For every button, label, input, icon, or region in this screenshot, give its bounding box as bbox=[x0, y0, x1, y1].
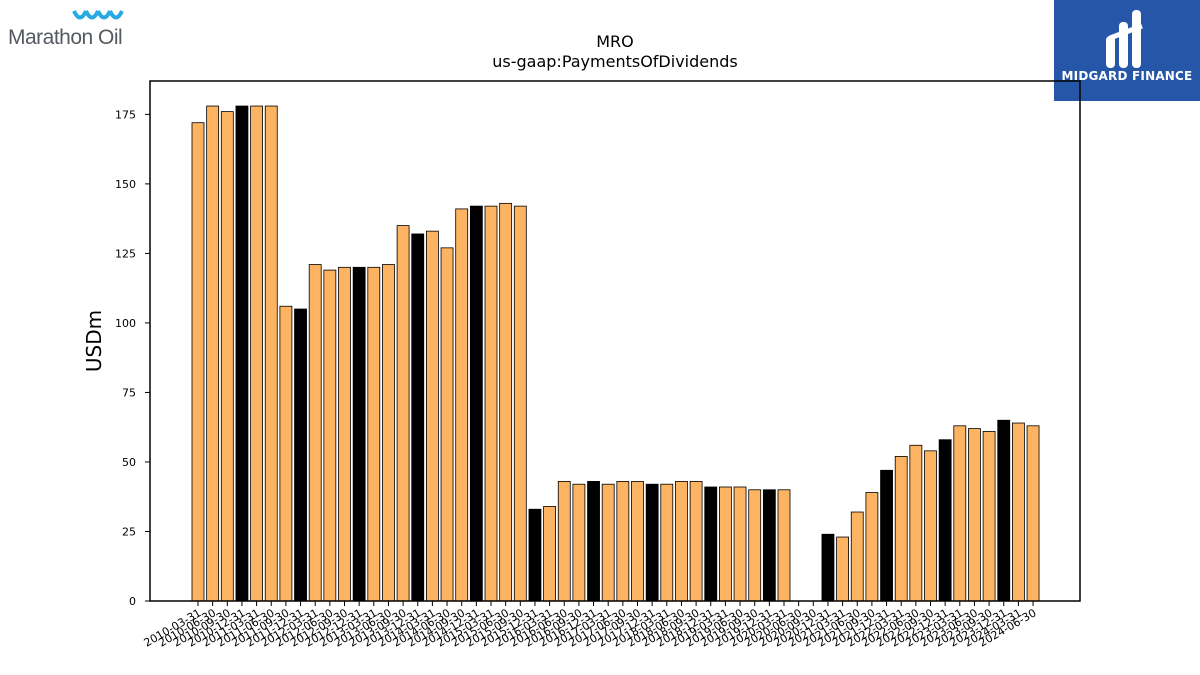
bar-2012-09-30 bbox=[338, 266, 351, 602]
midgard-finance-logo: MIDGARD FINANCE bbox=[1054, 0, 1200, 101]
bar-2024-06-30 bbox=[1026, 425, 1040, 602]
bar-2018-03-31 bbox=[660, 483, 674, 602]
bar-2022-09-30 bbox=[924, 450, 937, 602]
midgard-m-icon bbox=[1106, 10, 1143, 68]
bar-2014-12-31 bbox=[469, 205, 483, 602]
bar-2020-03-31 bbox=[777, 489, 791, 602]
bar-2012-06-30 bbox=[323, 269, 337, 602]
chart-title: MRO bbox=[596, 32, 634, 51]
bar-2014-06-30 bbox=[440, 247, 454, 602]
bar-2015-06-30 bbox=[499, 202, 513, 602]
bar-2021-12-31 bbox=[880, 469, 893, 602]
bar-2013-06-30 bbox=[382, 264, 395, 602]
bar-2014-09-30 bbox=[455, 208, 469, 602]
y-tick-label: 125 bbox=[115, 247, 136, 260]
marathon-oil-logo: Marathon Oil bbox=[6, 6, 151, 50]
chart-subtitle: us-gaap:PaymentsOfDividends bbox=[492, 52, 738, 71]
marathon-wave-icon bbox=[72, 10, 124, 20]
bar-2017-06-30 bbox=[616, 481, 630, 602]
y-tick-label: 0 bbox=[129, 595, 136, 608]
plot-frame bbox=[149, 80, 1081, 602]
y-tick-label: 75 bbox=[122, 386, 136, 399]
bar-2024-03-31 bbox=[1012, 422, 1025, 602]
bar-2012-03-31 bbox=[308, 264, 322, 602]
bar-2010-06-30 bbox=[206, 105, 220, 602]
bar-2017-12-31 bbox=[645, 483, 659, 602]
bar-2023-12-31 bbox=[997, 419, 1011, 602]
marathon-oil-wordmark: Marathon Oil bbox=[8, 26, 123, 49]
bar-2016-06-30 bbox=[557, 481, 571, 602]
bar-2023-09-30 bbox=[982, 430, 996, 602]
y-tick-label: 175 bbox=[115, 108, 136, 121]
bar-2022-06-30 bbox=[909, 444, 923, 602]
y-axis: 0 25 50 75 100 125 150 175 bbox=[115, 108, 150, 608]
bar-2023-03-31 bbox=[953, 425, 967, 602]
y-axis-label: USDm bbox=[82, 310, 106, 372]
bar-2010-12-31 bbox=[235, 105, 249, 602]
bar-2010-03-31 bbox=[191, 122, 205, 602]
bar-2013-09-30 bbox=[396, 225, 410, 602]
bar-2016-03-31 bbox=[543, 506, 556, 602]
bar-2021-03-31 bbox=[836, 536, 849, 602]
bars-layer bbox=[191, 105, 1040, 602]
bar-2021-09-30 bbox=[865, 492, 879, 602]
bar-2022-03-31 bbox=[894, 455, 908, 602]
x-axis: 2010-03-312010-06-302010-09-302010-12-31… bbox=[142, 601, 1039, 650]
y-tick-label: 50 bbox=[122, 456, 136, 469]
bar-2018-06-30 bbox=[675, 481, 688, 602]
bar-2014-03-31 bbox=[425, 230, 439, 602]
midgard-finance-wordmark: MIDGARD FINANCE bbox=[1061, 69, 1193, 83]
bar-2015-12-31 bbox=[528, 508, 542, 602]
bar-2011-09-30 bbox=[279, 305, 293, 602]
bar-2011-03-31 bbox=[250, 105, 264, 602]
bar-2015-09-30 bbox=[513, 205, 527, 602]
y-tick-label: 100 bbox=[115, 317, 136, 330]
bar-2011-06-30 bbox=[264, 105, 278, 602]
bar-2015-03-31 bbox=[484, 205, 498, 602]
bar-2010-09-30 bbox=[220, 111, 234, 602]
bar-2021-06-30 bbox=[850, 511, 864, 602]
y-tick-label: 25 bbox=[122, 525, 136, 538]
bar-2020-12-31 bbox=[821, 533, 835, 602]
bar-2023-06-30 bbox=[968, 428, 981, 602]
bar-2018-12-31 bbox=[704, 486, 718, 602]
bar-2012-12-31 bbox=[352, 266, 366, 602]
bar-2017-03-31 bbox=[601, 483, 615, 602]
bar-2013-12-31 bbox=[411, 233, 425, 602]
y-tick-label: 150 bbox=[115, 178, 136, 191]
bar-2019-06-30 bbox=[733, 486, 747, 602]
bar-2016-12-31 bbox=[587, 481, 600, 602]
bar-2016-09-30 bbox=[572, 483, 586, 602]
bar-2019-12-31 bbox=[762, 489, 776, 602]
bar-2019-09-30 bbox=[748, 489, 762, 602]
bar-2017-09-30 bbox=[631, 481, 644, 602]
bar-2019-03-31 bbox=[719, 486, 732, 602]
bar-2013-03-31 bbox=[367, 266, 381, 602]
bar-2011-12-31 bbox=[294, 308, 307, 602]
bar-2018-09-30 bbox=[689, 481, 703, 602]
bar-2022-12-31 bbox=[938, 439, 952, 602]
